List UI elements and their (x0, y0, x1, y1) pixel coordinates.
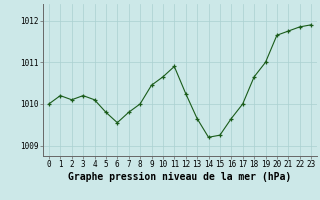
X-axis label: Graphe pression niveau de la mer (hPa): Graphe pression niveau de la mer (hPa) (68, 172, 292, 182)
